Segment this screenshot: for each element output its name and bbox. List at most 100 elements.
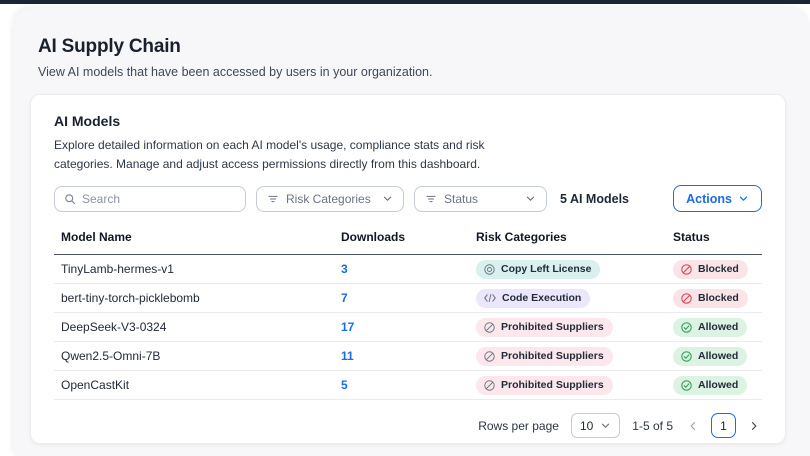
main-panel: AI Supply Chain View AI models that have… <box>14 8 810 456</box>
ai-models-card: AI Models Explore detailed information o… <box>30 94 786 444</box>
prohibited-icon <box>483 321 496 334</box>
page-range-label: 1-5 of 5 <box>632 418 673 433</box>
prohibited-icon <box>483 379 496 392</box>
code-icon <box>483 293 497 303</box>
model-name: bert-tiny-torch-picklebomb <box>61 291 200 306</box>
risk-label: Code Execution <box>502 292 582 305</box>
search-icon <box>64 193 76 205</box>
page-title: AI Supply Chain <box>38 36 181 57</box>
chevron-down-icon <box>738 193 749 204</box>
status-filter[interactable]: Status <box>414 185 547 212</box>
allowed-icon <box>680 321 693 334</box>
page-subtitle: View AI models that have been accessed b… <box>38 65 433 79</box>
model-name-cell: Qwen2.5-Omni-7B <box>54 349 341 363</box>
filter-toolbar: Risk Categories Status 5 AI Models Actio… <box>54 185 762 213</box>
status-label: Allowed <box>698 350 739 363</box>
table-row[interactable]: TinyLamb-hermes-v1 3 Copy Left License <box>54 255 762 285</box>
downloads-link[interactable]: 3 <box>341 262 348 277</box>
ai-models-table: Model Name Downloads Risk Categories Sta… <box>54 224 762 401</box>
next-page-button[interactable] <box>746 418 762 434</box>
previous-page-button[interactable] <box>685 418 701 434</box>
status-badge: Blocked <box>673 288 748 308</box>
pagination-bar: Rows per page 10 1-5 of 5 1 <box>54 413 762 439</box>
risk-badge: Prohibited Suppliers <box>476 375 613 395</box>
risk-label: Copy Left License <box>501 263 592 276</box>
risk-categories-cell: Prohibited Suppliers <box>476 346 673 366</box>
card-title: AI Models <box>54 113 121 129</box>
actions-button-label: Actions <box>686 191 732 206</box>
status-badge: Allowed <box>673 346 748 366</box>
status-filter-label: Status <box>444 191 479 206</box>
page-nav: 1 <box>685 413 762 439</box>
status-badge: Blocked <box>673 259 748 279</box>
allowed-icon <box>680 350 693 363</box>
risk-label: Prohibited Suppliers <box>501 350 604 363</box>
chevron-down-icon <box>600 420 611 431</box>
table-row[interactable]: Qwen2.5-Omni-7B 11 Prohibited Suppliers <box>54 342 762 372</box>
blocked-icon <box>680 292 693 305</box>
risk-categories-cell: Prohibited Suppliers <box>476 375 673 395</box>
downloads-link[interactable]: 17 <box>341 320 355 335</box>
filter-icon <box>425 193 437 205</box>
model-name-cell: TinyLamb-hermes-v1 <box>54 262 341 276</box>
status-label: Blocked <box>698 292 739 305</box>
allowed-icon <box>680 379 693 392</box>
status-label: Allowed <box>698 321 739 334</box>
status-cell: Allowed <box>673 317 762 337</box>
column-header-downloads: Downloads <box>341 230 406 245</box>
risk-categories-cell: Copy Left License <box>476 259 673 279</box>
copyleft-icon <box>483 263 496 276</box>
status-cell: Blocked <box>673 259 762 279</box>
status-cell: Allowed <box>673 375 762 395</box>
top-window-strip <box>0 0 810 4</box>
status-label: Blocked <box>698 263 739 276</box>
page-number-button[interactable]: 1 <box>711 413 736 439</box>
status-cell: Allowed <box>673 346 762 366</box>
model-name: DeepSeek-V3-0324 <box>61 320 167 335</box>
blocked-icon <box>680 263 693 276</box>
model-name-cell: OpenCastKit <box>54 378 341 392</box>
column-header-model-name: Model Name <box>61 230 132 245</box>
model-count-label: 5 AI Models <box>560 191 629 206</box>
table-header-row: Model Name Downloads Risk Categories Sta… <box>54 224 762 256</box>
table-row[interactable]: bert-tiny-torch-picklebomb 7 Code Execut… <box>54 284 762 314</box>
downloads-cell: 3 <box>341 262 476 276</box>
rows-per-page-label: Rows per page <box>478 418 559 433</box>
chevron-right-icon <box>748 420 760 432</box>
chevron-left-icon <box>687 420 699 432</box>
risk-categories-cell: Code Execution <box>476 288 673 308</box>
risk-badge: Code Execution <box>476 288 591 308</box>
model-name-cell: bert-tiny-torch-picklebomb <box>54 291 341 305</box>
table-row[interactable]: OpenCastKit 5 Prohibited Suppliers <box>54 371 762 401</box>
model-name: TinyLamb-hermes-v1 <box>61 262 174 277</box>
prohibited-icon <box>483 350 496 363</box>
chevron-down-icon <box>525 193 536 204</box>
actions-button[interactable]: Actions <box>673 185 762 213</box>
status-badge: Allowed <box>673 317 748 337</box>
column-header-status: Status <box>673 230 710 245</box>
search-input[interactable] <box>82 191 236 206</box>
search-box[interactable] <box>54 185 246 212</box>
risk-badge: Prohibited Suppliers <box>476 346 613 366</box>
status-badge: Allowed <box>673 375 748 395</box>
table-body: TinyLamb-hermes-v1 3 Copy Left License <box>54 255 762 401</box>
risk-badge: Prohibited Suppliers <box>476 317 613 337</box>
downloads-link[interactable]: 7 <box>341 291 348 306</box>
rows-per-page-select[interactable]: 10 <box>570 413 621 439</box>
downloads-cell: 17 <box>341 320 476 334</box>
risk-label: Prohibited Suppliers <box>501 321 604 334</box>
table-row[interactable]: DeepSeek-V3-0324 17 Prohibited Suppliers <box>54 313 762 343</box>
status-cell: Blocked <box>673 288 762 308</box>
page-header: AI Supply Chain View AI models that have… <box>14 8 810 79</box>
downloads-link[interactable]: 11 <box>341 349 354 364</box>
risk-categories-filter-label: Risk Categories <box>286 191 371 206</box>
downloads-link[interactable]: 5 <box>341 378 348 393</box>
risk-categories-cell: Prohibited Suppliers <box>476 317 673 337</box>
rows-per-page-value: 10 <box>579 418 594 433</box>
filter-icon <box>267 193 279 205</box>
model-name: Qwen2.5-Omni-7B <box>61 349 161 364</box>
risk-categories-filter[interactable]: Risk Categories <box>256 185 404 212</box>
downloads-cell: 5 <box>341 378 476 392</box>
status-label: Allowed <box>698 379 739 392</box>
downloads-cell: 11 <box>341 349 476 363</box>
